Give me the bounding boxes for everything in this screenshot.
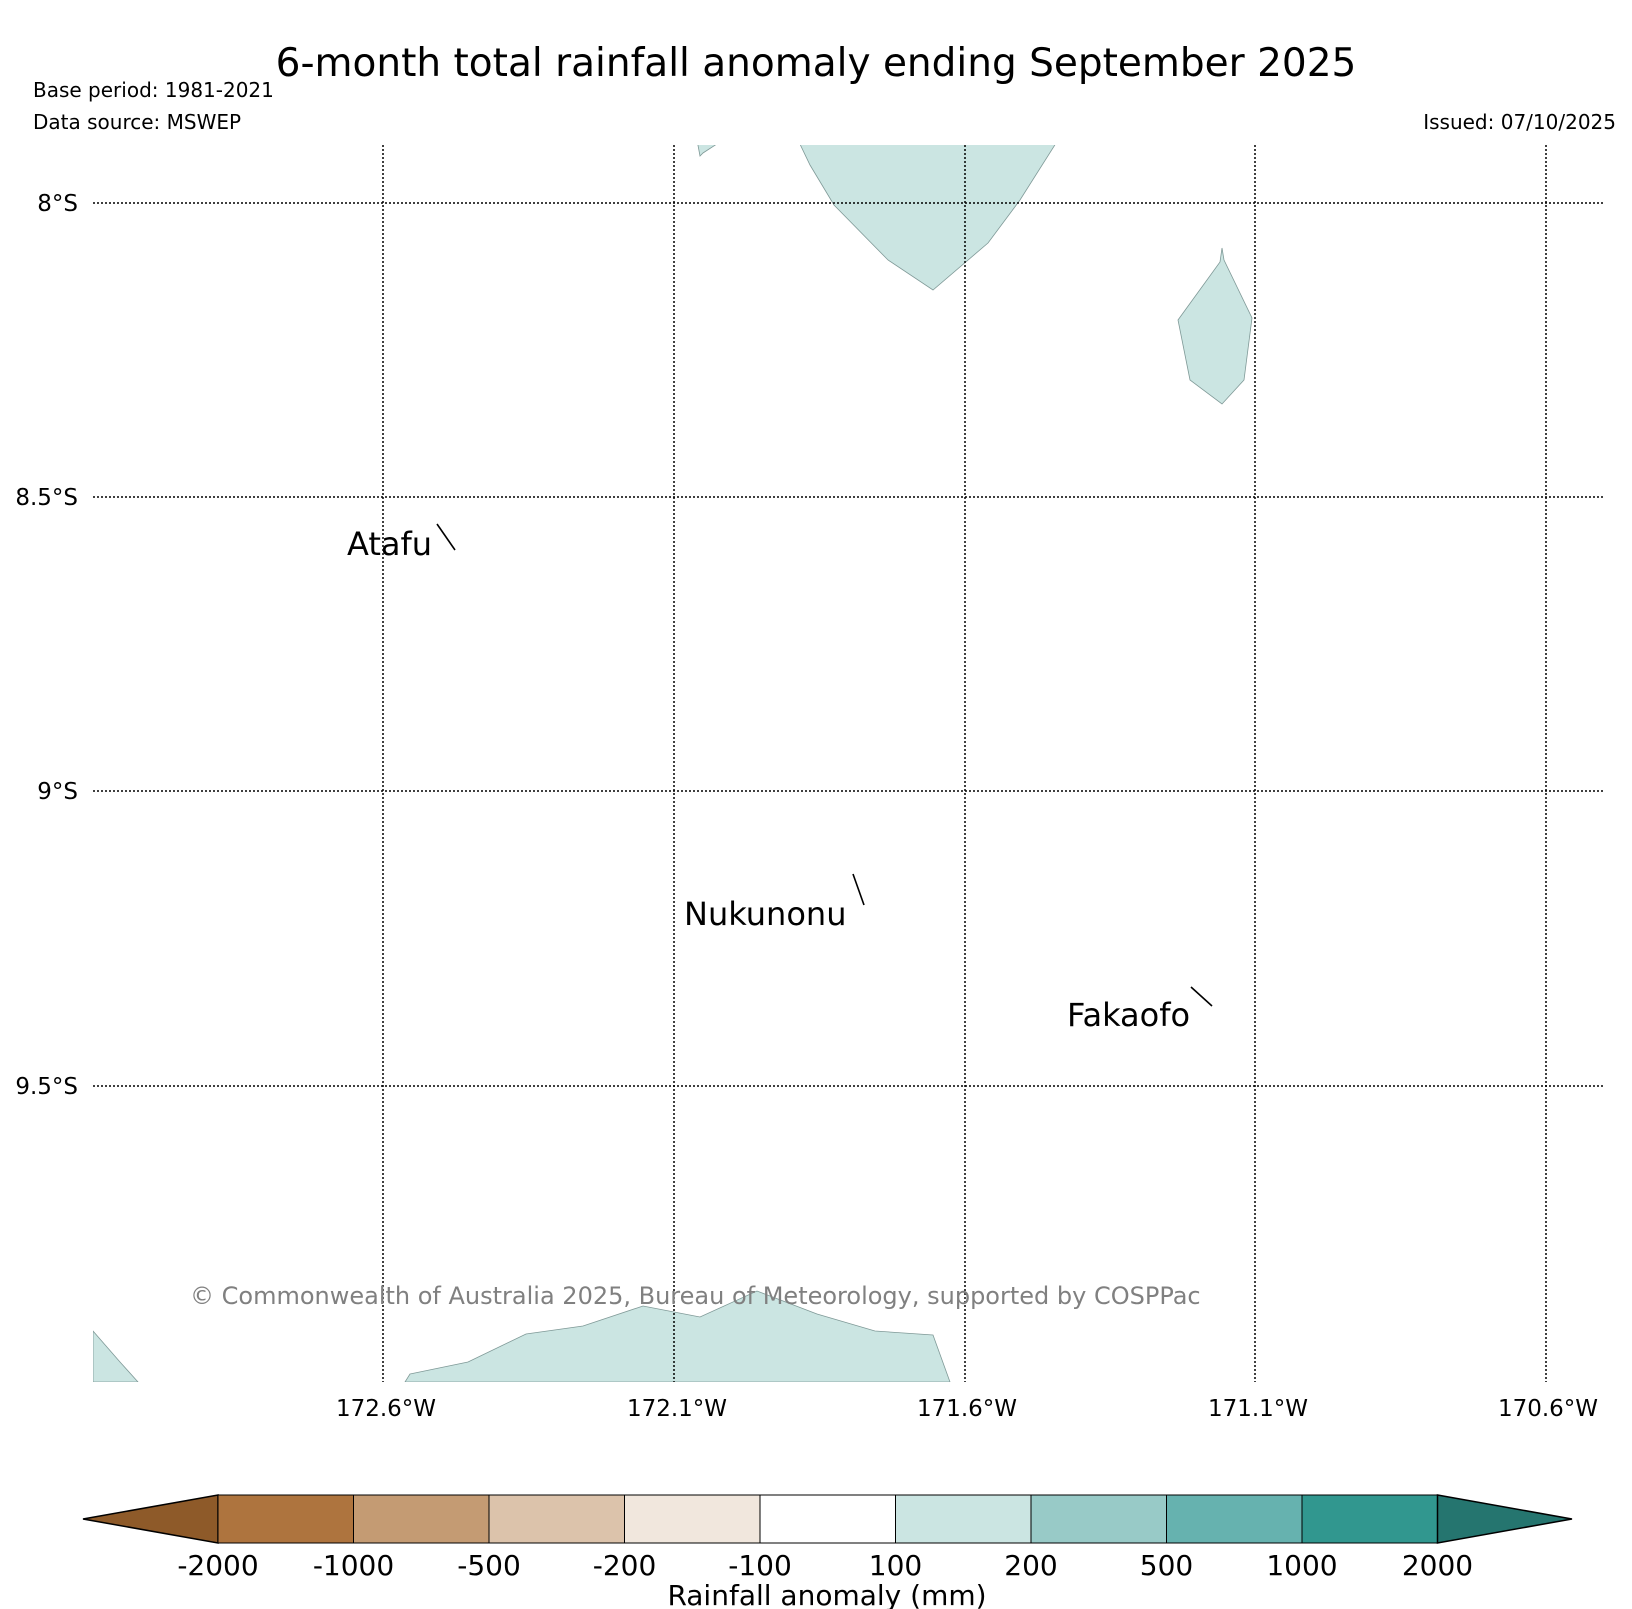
fakaofo-outline	[1190, 986, 1213, 1007]
anomaly-regions	[93, 145, 1253, 1382]
lat-label: 8.5°S	[15, 485, 78, 511]
colorbar-tick-label: 2000	[1402, 1549, 1473, 1582]
islands	[436, 523, 1213, 1007]
colorbar-tick-label: 1000	[1266, 1549, 1337, 1582]
lon-label: 172.1°W	[627, 1396, 727, 1422]
colorbar-segment	[1301, 1494, 1438, 1544]
colorbar-extend-high	[1436, 1494, 1573, 1544]
colorbar-segment	[1030, 1494, 1167, 1544]
place-label-nukunonu: Nukunonu	[684, 895, 846, 933]
map-title: 6-month total rainfall anomaly ending Se…	[275, 41, 1357, 86]
data-source-label: Data source: MSWEP	[33, 110, 242, 134]
lat-label: 9.5°S	[15, 1074, 78, 1100]
place-label-fakaofo: Fakaofo	[1067, 996, 1190, 1034]
anomaly-region-north-small	[697, 145, 717, 157]
colorbar-extend-low	[82, 1494, 219, 1544]
nukunonu-outline	[852, 873, 865, 906]
colorbar-tick-label: 100	[869, 1549, 922, 1582]
lon-label: 171.6°W	[917, 1396, 1017, 1422]
colorbar-segment	[759, 1494, 896, 1544]
colorbar-segment	[353, 1494, 490, 1544]
lon-label: 171.1°W	[1208, 1396, 1308, 1422]
lon-label: 170.6°W	[1498, 1396, 1598, 1422]
colorbar-segment	[624, 1494, 761, 1544]
anomaly-region-south-west	[93, 1330, 139, 1382]
colorbar-tick-label: -100	[728, 1549, 792, 1582]
atafu-outline	[436, 523, 456, 551]
colorbar-tick-label: -500	[457, 1549, 521, 1582]
graticule	[93, 145, 1603, 1382]
colorbar	[82, 1494, 1573, 1544]
anomaly-region-northeast	[1177, 247, 1253, 405]
colorbar-segment	[1166, 1494, 1303, 1544]
lon-label: 172.6°W	[336, 1396, 436, 1422]
colorbar-segment	[895, 1494, 1032, 1544]
colorbar-tick-label: -2000	[177, 1549, 258, 1582]
anomaly-region-north	[799, 145, 1056, 291]
colorbar-tick-label: 200	[1004, 1549, 1057, 1582]
colorbar-tick-label: -1000	[313, 1549, 394, 1582]
colorbar-tick-label: 500	[1140, 1549, 1193, 1582]
colorbar-segment	[217, 1494, 354, 1544]
colorbar-tick-label: -200	[593, 1549, 657, 1582]
anomaly-region-south	[404, 1290, 951, 1382]
base-period-label: Base period: 1981-2021	[33, 78, 274, 102]
copyright-notice: © Commonwealth of Australia 2025, Bureau…	[190, 1282, 1201, 1310]
lat-label: 8°S	[37, 191, 78, 217]
place-label-atafu: Atafu	[347, 525, 432, 563]
issued-date-label: Issued: 07/10/2025	[1423, 110, 1616, 134]
colorbar-segment	[488, 1494, 625, 1544]
colorbar-label: Rainfall anomaly (mm)	[667, 1579, 986, 1609]
lat-label: 9°S	[37, 779, 78, 805]
